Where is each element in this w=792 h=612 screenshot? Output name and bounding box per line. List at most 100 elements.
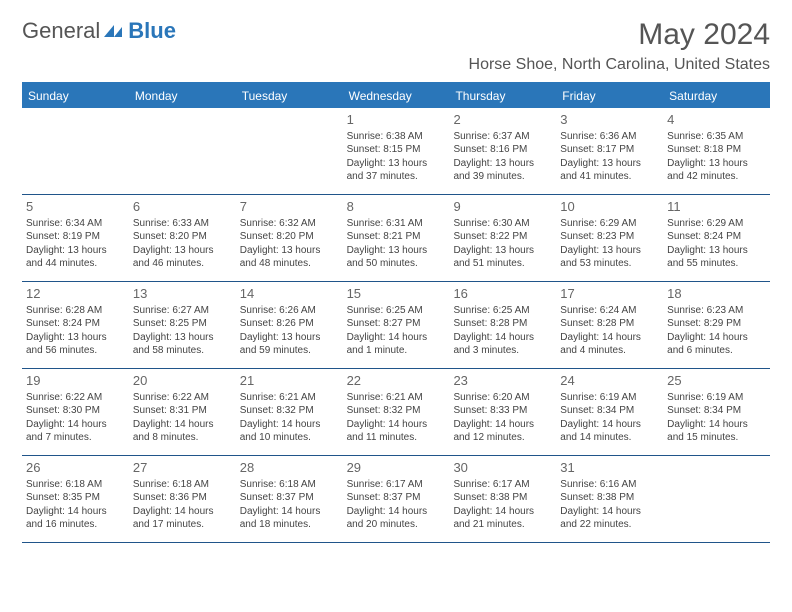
day-cell: 25Sunrise: 6:19 AMSunset: 8:34 PMDayligh… [663,369,770,455]
day-cell [22,108,129,194]
sunrise-text: Sunrise: 6:23 AM [667,304,766,318]
sunset-text: Sunset: 8:36 PM [133,491,232,505]
day-number: 21 [240,372,339,390]
day-number: 11 [667,198,766,216]
day-number: 6 [133,198,232,216]
sunset-text: Sunset: 8:28 PM [453,317,552,331]
sunrise-text: Sunrise: 6:17 AM [453,478,552,492]
day-header-thursday: Thursday [449,84,556,108]
day-cell [129,108,236,194]
sunset-text: Sunset: 8:19 PM [26,230,125,244]
daylight-text: Daylight: 13 hours and 46 minutes. [133,244,232,271]
page-header: General Blue May 2024 Horse Shoe, North … [22,18,770,74]
day-number: 27 [133,459,232,477]
daylight-text: Daylight: 13 hours and 48 minutes. [240,244,339,271]
sunrise-text: Sunrise: 6:18 AM [240,478,339,492]
day-cell: 14Sunrise: 6:26 AMSunset: 8:26 PMDayligh… [236,282,343,368]
day-cell: 23Sunrise: 6:20 AMSunset: 8:33 PMDayligh… [449,369,556,455]
day-cell: 24Sunrise: 6:19 AMSunset: 8:34 PMDayligh… [556,369,663,455]
daylight-text: Daylight: 14 hours and 22 minutes. [560,505,659,532]
day-header-monday: Monday [129,84,236,108]
daylight-text: Daylight: 13 hours and 53 minutes. [560,244,659,271]
daylight-text: Daylight: 13 hours and 58 minutes. [133,331,232,358]
sunset-text: Sunset: 8:16 PM [453,143,552,157]
sunset-text: Sunset: 8:31 PM [133,404,232,418]
daylight-text: Daylight: 13 hours and 59 minutes. [240,331,339,358]
sunrise-text: Sunrise: 6:19 AM [667,391,766,405]
day-header-friday: Friday [556,84,663,108]
day-cell: 11Sunrise: 6:29 AMSunset: 8:24 PMDayligh… [663,195,770,281]
day-cell: 5Sunrise: 6:34 AMSunset: 8:19 PMDaylight… [22,195,129,281]
day-cell: 22Sunrise: 6:21 AMSunset: 8:32 PMDayligh… [343,369,450,455]
day-number: 7 [240,198,339,216]
sunrise-text: Sunrise: 6:25 AM [347,304,446,318]
logo-icon [104,21,124,41]
week-row: 19Sunrise: 6:22 AMSunset: 8:30 PMDayligh… [22,369,770,456]
calendar: SundayMondayTuesdayWednesdayThursdayFrid… [22,82,770,543]
title-block: May 2024 Horse Shoe, North Carolina, Uni… [469,18,770,74]
sunrise-text: Sunrise: 6:30 AM [453,217,552,231]
day-number: 3 [560,111,659,129]
sunset-text: Sunset: 8:34 PM [667,404,766,418]
day-cell: 1Sunrise: 6:38 AMSunset: 8:15 PMDaylight… [343,108,450,194]
sunrise-text: Sunrise: 6:24 AM [560,304,659,318]
sunset-text: Sunset: 8:32 PM [240,404,339,418]
sunrise-text: Sunrise: 6:27 AM [133,304,232,318]
sunset-text: Sunset: 8:38 PM [560,491,659,505]
day-number: 18 [667,285,766,303]
sunrise-text: Sunrise: 6:37 AM [453,130,552,144]
day-cell: 13Sunrise: 6:27 AMSunset: 8:25 PMDayligh… [129,282,236,368]
sunrise-text: Sunrise: 6:32 AM [240,217,339,231]
day-number: 22 [347,372,446,390]
sunrise-text: Sunrise: 6:19 AM [560,391,659,405]
daylight-text: Daylight: 14 hours and 6 minutes. [667,331,766,358]
day-cell: 12Sunrise: 6:28 AMSunset: 8:24 PMDayligh… [22,282,129,368]
sunset-text: Sunset: 8:38 PM [453,491,552,505]
daylight-text: Daylight: 14 hours and 15 minutes. [667,418,766,445]
daylight-text: Daylight: 13 hours and 51 minutes. [453,244,552,271]
day-number: 20 [133,372,232,390]
day-cell: 6Sunrise: 6:33 AMSunset: 8:20 PMDaylight… [129,195,236,281]
day-cell: 27Sunrise: 6:18 AMSunset: 8:36 PMDayligh… [129,456,236,542]
sunrise-text: Sunrise: 6:25 AM [453,304,552,318]
sunrise-text: Sunrise: 6:26 AM [240,304,339,318]
week-row: 1Sunrise: 6:38 AMSunset: 8:15 PMDaylight… [22,108,770,195]
day-cell: 30Sunrise: 6:17 AMSunset: 8:38 PMDayligh… [449,456,556,542]
day-cell: 21Sunrise: 6:21 AMSunset: 8:32 PMDayligh… [236,369,343,455]
sunset-text: Sunset: 8:15 PM [347,143,446,157]
sunrise-text: Sunrise: 6:28 AM [26,304,125,318]
day-number: 9 [453,198,552,216]
day-cell: 28Sunrise: 6:18 AMSunset: 8:37 PMDayligh… [236,456,343,542]
day-number: 30 [453,459,552,477]
daylight-text: Daylight: 13 hours and 50 minutes. [347,244,446,271]
day-cell: 10Sunrise: 6:29 AMSunset: 8:23 PMDayligh… [556,195,663,281]
week-row: 26Sunrise: 6:18 AMSunset: 8:35 PMDayligh… [22,456,770,543]
sunset-text: Sunset: 8:23 PM [560,230,659,244]
sunset-text: Sunset: 8:17 PM [560,143,659,157]
daylight-text: Daylight: 13 hours and 56 minutes. [26,331,125,358]
day-cell: 19Sunrise: 6:22 AMSunset: 8:30 PMDayligh… [22,369,129,455]
daylight-text: Daylight: 14 hours and 8 minutes. [133,418,232,445]
day-cell: 18Sunrise: 6:23 AMSunset: 8:29 PMDayligh… [663,282,770,368]
daylight-text: Daylight: 13 hours and 41 minutes. [560,157,659,184]
sunset-text: Sunset: 8:20 PM [240,230,339,244]
sunset-text: Sunset: 8:32 PM [347,404,446,418]
day-cell: 20Sunrise: 6:22 AMSunset: 8:31 PMDayligh… [129,369,236,455]
sunrise-text: Sunrise: 6:18 AM [26,478,125,492]
sunrise-text: Sunrise: 6:31 AM [347,217,446,231]
weeks-container: 1Sunrise: 6:38 AMSunset: 8:15 PMDaylight… [22,108,770,543]
daylight-text: Daylight: 13 hours and 39 minutes. [453,157,552,184]
week-row: 5Sunrise: 6:34 AMSunset: 8:19 PMDaylight… [22,195,770,282]
day-cell: 17Sunrise: 6:24 AMSunset: 8:28 PMDayligh… [556,282,663,368]
day-cell: 7Sunrise: 6:32 AMSunset: 8:20 PMDaylight… [236,195,343,281]
day-number: 8 [347,198,446,216]
month-title: May 2024 [469,18,770,52]
day-number: 19 [26,372,125,390]
sunrise-text: Sunrise: 6:22 AM [26,391,125,405]
logo-general: General [22,18,100,44]
daylight-text: Daylight: 13 hours and 37 minutes. [347,157,446,184]
day-number: 12 [26,285,125,303]
day-cell [663,456,770,542]
daylight-text: Daylight: 14 hours and 1 minute. [347,331,446,358]
daylight-text: Daylight: 13 hours and 42 minutes. [667,157,766,184]
